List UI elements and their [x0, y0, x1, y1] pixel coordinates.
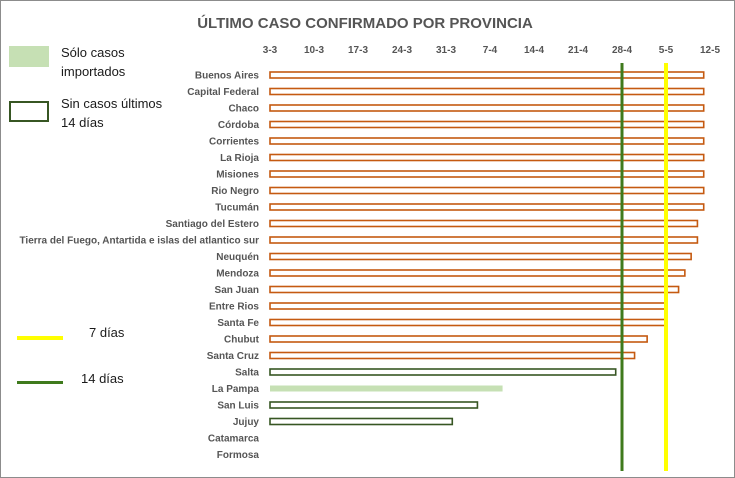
category-label: Mendoza	[216, 269, 259, 280]
category-label: Catamarca	[208, 434, 260, 445]
category-label: Salta	[235, 368, 259, 379]
bar	[269, 417, 454, 426]
x-tick-label: 5-5	[659, 45, 674, 56]
x-tick-label: 10-3	[304, 45, 324, 56]
legend-seven-day-label: 7 días	[89, 325, 125, 340]
bar	[269, 71, 705, 79]
legend-fourteen-day-line	[17, 381, 63, 384]
category-label: Formosa	[217, 450, 260, 461]
legend-seven-day-line	[17, 336, 63, 340]
reference-lines	[620, 63, 668, 471]
bar	[269, 252, 692, 261]
category-label: Santiago del Estero	[166, 219, 259, 230]
legend-imported-swatch	[9, 46, 49, 67]
x-tick-label: 28-4	[612, 45, 632, 56]
category-label: Misiones	[216, 170, 259, 181]
category-label: San Juan	[215, 285, 259, 296]
bar	[269, 219, 699, 228]
bar	[269, 153, 705, 162]
category-label: Córdoba	[218, 120, 260, 131]
bar	[269, 104, 705, 112]
y-axis: Buenos Aires Capital Federal Chaco Córdoba C…	[19, 71, 259, 462]
category-label: Chubut	[224, 335, 260, 346]
x-tick-label: 17-3	[348, 45, 368, 56]
bar	[269, 318, 667, 327]
category-label: Entre Rios	[209, 302, 259, 313]
x-tick-label: 7-4	[483, 45, 498, 56]
x-tick-label: 12-5	[700, 45, 720, 56]
category-label: Jujuy	[233, 417, 260, 428]
bar	[269, 186, 705, 195]
bar	[269, 120, 705, 129]
legend-fourteen-day-label: 14 días	[81, 371, 124, 386]
x-axis: 3-3 10-3 17-3 24-3 31-3 7-4 14-4 21-4 28-4 5-5 12-…	[263, 45, 721, 56]
bar	[269, 302, 667, 310]
x-tick-label: 24-3	[392, 45, 412, 56]
bar	[269, 335, 648, 343]
bar	[269, 87, 705, 96]
bar	[269, 368, 617, 376]
category-label: Neuquén	[216, 252, 259, 263]
bar	[269, 401, 479, 409]
bar	[269, 137, 705, 145]
x-tick-label: 14-4	[524, 45, 544, 56]
category-label: Rio Negro	[211, 186, 259, 197]
category-label: Capital Federal	[187, 87, 259, 98]
category-label: Tucumán	[215, 203, 259, 214]
x-tick-label: 21-4	[568, 45, 588, 56]
category-label: Santa Cruz	[207, 351, 259, 362]
bar	[269, 170, 705, 178]
bar	[269, 269, 686, 277]
chart-title: ÚLTIMO CASO CONFIRMADO POR PROVINCIA	[197, 14, 533, 32]
bar	[269, 285, 680, 294]
legend-no-recent-swatch	[9, 101, 49, 122]
category-label: Tierra del Fuego, Antartida e islas del …	[19, 236, 259, 247]
category-label: Corrientes	[209, 137, 259, 148]
x-tick-label: 3-3	[263, 45, 278, 56]
legend-no-recent-label: Sin casos últimos 14 días	[61, 96, 163, 130]
category-label: La Rioja	[220, 153, 259, 164]
bar	[269, 203, 705, 211]
category-label: San Luis	[217, 401, 259, 412]
bar	[269, 236, 699, 244]
category-label: Chaco	[228, 104, 259, 115]
category-label: La Pampa	[212, 384, 260, 395]
category-label: Buenos Aires	[195, 71, 260, 82]
x-tick-label: 31-3	[436, 45, 456, 56]
bar	[270, 385, 503, 392]
bar	[269, 351, 636, 360]
legend-imported-label: Sólo casos importados	[61, 45, 126, 79]
bars	[269, 71, 705, 426]
category-label: Santa Fe	[217, 318, 259, 329]
